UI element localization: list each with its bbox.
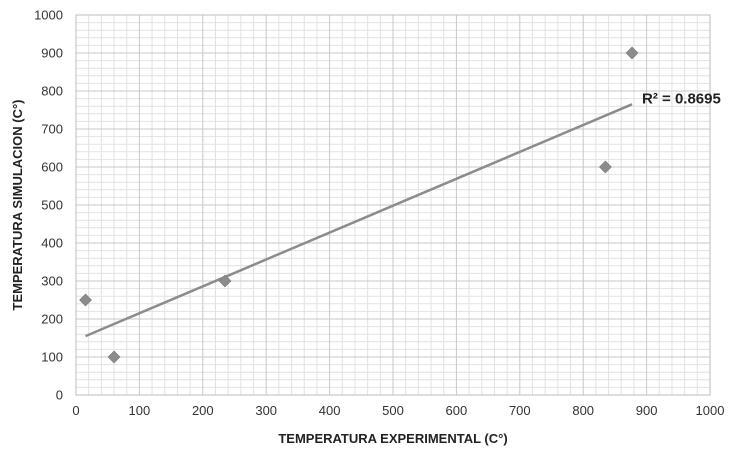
x-tick-label: 600	[446, 403, 468, 418]
data-points	[79, 46, 639, 364]
y-tick-label: 700	[41, 122, 63, 137]
data-point-diamond	[107, 350, 121, 364]
y-axis-title: TEMPERATURA SIMULACION (C°)	[10, 99, 25, 310]
y-tick-label: 200	[41, 312, 63, 327]
y-tick-label: 600	[41, 160, 63, 175]
x-tick-label: 800	[572, 403, 594, 418]
plot-area-frame	[75, 14, 711, 396]
x-tick-label: 1000	[696, 403, 725, 418]
r-squared-annotation: R² = 0.8695	[642, 90, 721, 107]
x-tick-label: 0	[72, 403, 79, 418]
y-tick-label: 900	[41, 46, 63, 61]
data-point-diamond	[598, 160, 612, 174]
x-tick-label: 400	[319, 403, 341, 418]
x-axis-title: TEMPERATURA EXPERIMENTAL (C°)	[278, 431, 507, 446]
x-tick-label: 700	[509, 403, 531, 418]
y-tick-label: 300	[41, 274, 63, 289]
data-point-diamond	[79, 293, 92, 307]
y-tick-labels: 0 100 200 300 400 500 600 700 800 900 1000	[34, 8, 63, 403]
y-tick-label: 0	[56, 388, 63, 403]
x-tick-labels: 0 100 200 300 400 500 600 700 800 900 1000	[72, 403, 724, 418]
x-tick-label: 900	[636, 403, 658, 418]
data-point-diamond	[218, 274, 232, 288]
y-tick-label: 800	[41, 84, 63, 99]
data-point-diamond	[625, 46, 639, 60]
x-tick-label: 500	[382, 403, 404, 418]
x-tick-label: 300	[255, 403, 277, 418]
x-tick-label: 100	[129, 403, 151, 418]
y-tick-label: 400	[41, 236, 63, 251]
linear-trendline	[85, 103, 633, 338]
y-tick-label: 100	[41, 350, 63, 365]
y-tick-label: 500	[41, 198, 63, 213]
x-tick-label: 200	[192, 403, 214, 418]
y-tick-label: 1000	[34, 8, 63, 23]
